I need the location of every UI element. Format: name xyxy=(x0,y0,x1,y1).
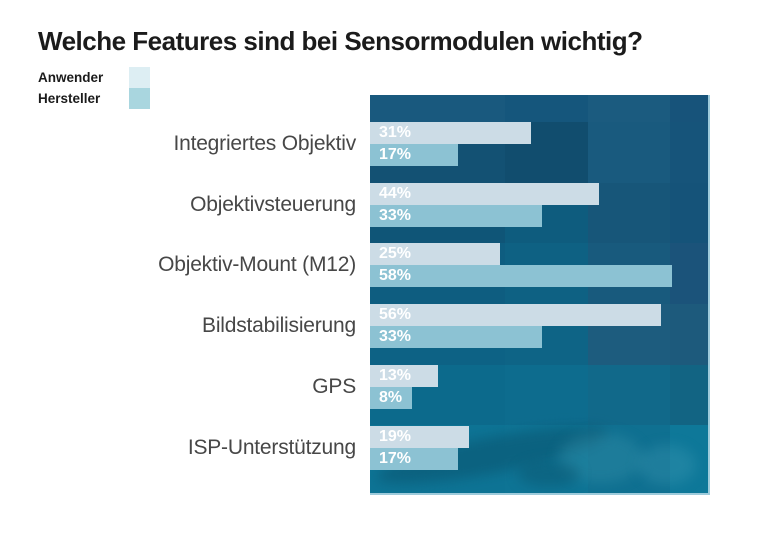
bar-value-label: 17% xyxy=(379,450,412,467)
bar-anwender: 44% xyxy=(370,183,599,205)
mosaic-tile xyxy=(588,95,670,122)
bar-hersteller: 17% xyxy=(370,144,459,166)
bar-anwender: 56% xyxy=(370,304,662,326)
bar-value-label: 17% xyxy=(379,146,412,163)
bar-value-label: 44% xyxy=(379,185,412,202)
mosaic-tile xyxy=(670,95,708,122)
mosaic-tile xyxy=(588,365,670,425)
mosaic-tile xyxy=(670,304,708,365)
plot-area: 31% 17% 44% 33% 25% 58% 56% 33% 13% 8% 19% 17% xyxy=(370,95,710,495)
mosaic-tile xyxy=(670,425,708,493)
legend: Anwender Hersteller xyxy=(38,67,150,109)
mosaic-tile xyxy=(588,122,670,183)
bar-hersteller: 17% xyxy=(370,448,459,470)
photo-blur-blob xyxy=(638,445,696,485)
bar-value-label: 13% xyxy=(379,367,412,384)
legend-row-hersteller: Hersteller xyxy=(38,88,150,109)
bar-hersteller: 58% xyxy=(370,265,672,287)
legend-label-hersteller: Hersteller xyxy=(38,91,101,106)
bar-value-label: 31% xyxy=(379,124,412,141)
bar-value-label: 19% xyxy=(379,428,412,445)
legend-swatch-anwender xyxy=(129,67,150,88)
bar-anwender: 13% xyxy=(370,365,438,387)
mosaic-tile xyxy=(670,122,708,183)
mosaic-tile xyxy=(670,243,708,304)
category-label: Objektiv-Mount (M12) xyxy=(158,253,356,276)
photo-blur-blob xyxy=(518,461,580,487)
bar-value-label: 33% xyxy=(379,328,412,345)
bar-hersteller: 33% xyxy=(370,205,542,227)
mosaic-tile xyxy=(505,95,588,122)
bar-anwender: 31% xyxy=(370,122,532,144)
bar-value-label: 58% xyxy=(379,267,412,284)
bar-hersteller: 33% xyxy=(370,326,542,348)
bar-value-label: 8% xyxy=(379,389,403,406)
bar-anwender: 19% xyxy=(370,426,469,448)
legend-row-anwender: Anwender xyxy=(38,67,150,88)
category-label: GPS xyxy=(312,375,356,398)
category-label: Integriertes Objektiv xyxy=(173,132,356,155)
mosaic-tile xyxy=(670,183,708,243)
legend-label-anwender: Anwender xyxy=(38,70,104,85)
mosaic-tile xyxy=(505,365,588,425)
category-label: Bildstabilisierung xyxy=(202,314,356,337)
photo-blur-blob xyxy=(558,433,643,483)
mosaic-tile xyxy=(670,365,708,425)
bar-value-label: 56% xyxy=(379,306,412,323)
bar-value-label: 33% xyxy=(379,207,412,224)
legend-swatch-hersteller xyxy=(129,88,150,109)
category-label: Objektivsteuerung xyxy=(190,193,356,216)
mosaic-tile xyxy=(370,95,505,122)
bar-anwender: 25% xyxy=(370,243,500,265)
bar-value-label: 25% xyxy=(379,245,412,262)
bar-hersteller: 8% xyxy=(370,387,412,409)
mosaic-tile xyxy=(588,183,670,243)
category-label: ISP-Unterstützung xyxy=(187,436,356,459)
chart-title: Welche Features sind bei Sensormodulen w… xyxy=(38,26,643,56)
